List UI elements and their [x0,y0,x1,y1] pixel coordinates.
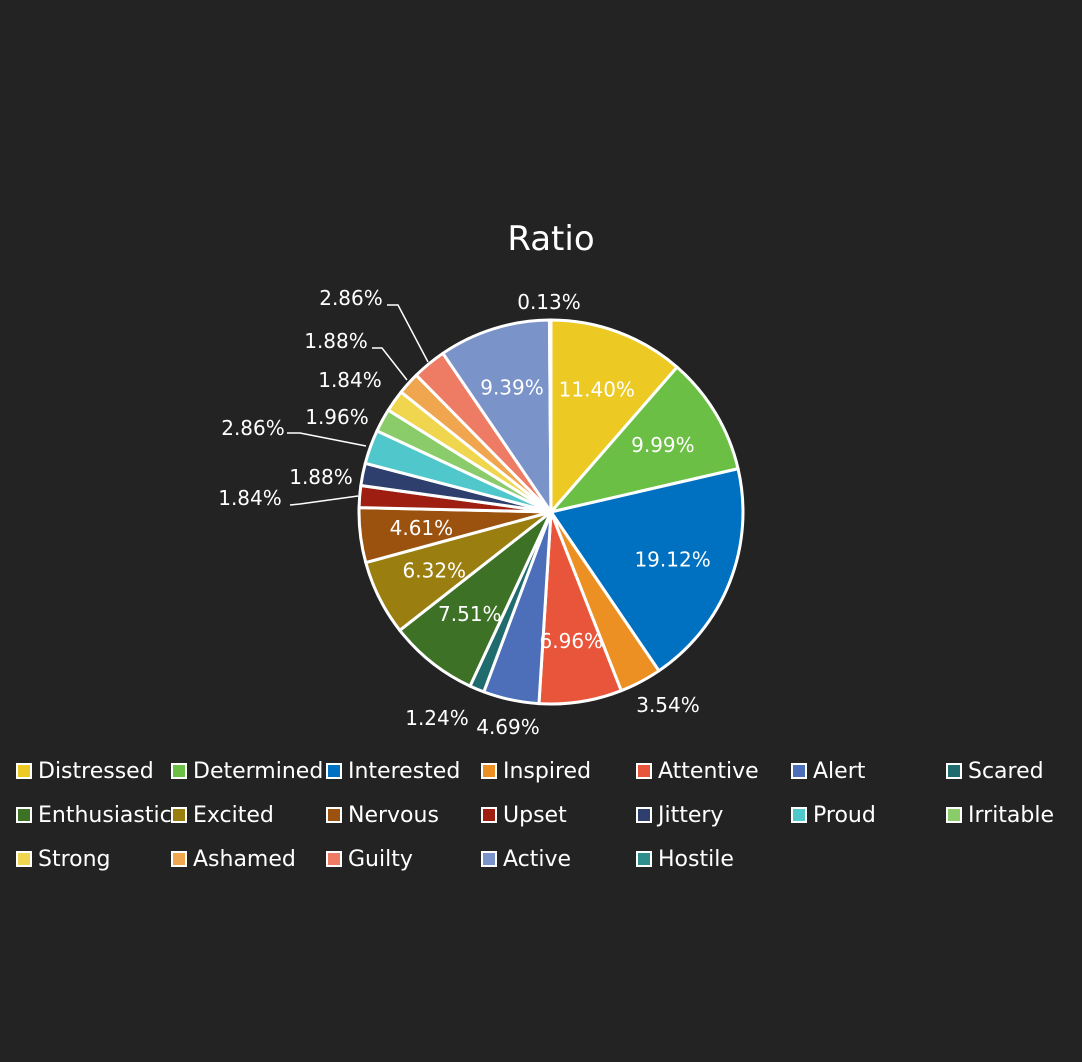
legend-item-determined: Determined [171,758,326,784]
legend-swatch [171,763,187,779]
legend-item-ashamed: Ashamed [171,846,326,872]
legend-label: Ashamed [193,846,296,872]
pie-slices [357,318,745,706]
chart-title: Ratio [507,219,594,259]
legend-label: Excited [193,802,274,828]
data-label-scared: 1.24% [405,706,469,730]
legend-item-jittery: Jittery [636,802,791,828]
data-label-active: 9.39% [480,375,544,399]
legend-swatch [326,851,342,867]
legend-label: Proud [813,802,876,828]
legend-label: Enthusiastic [38,802,172,828]
legend-label: Irritable [968,802,1055,828]
legend-label: Hostile [658,846,734,872]
pie-slice-hostile [547,318,553,514]
legend-item-hostile: Hostile [636,846,791,872]
legend-swatch [946,763,962,779]
legend-swatch [946,807,962,823]
leader-line-proud [287,432,367,447]
legend-label: Nervous [348,802,439,828]
data-label-determined: 9.99% [631,433,695,457]
pie-slice-active [441,318,553,514]
legend-swatch [171,807,187,823]
legend-label: Guilty [348,846,413,872]
data-labels: 11.40% 9.99% 19.12% 3.54% 6.96% 4.69% 1.24% 7.5… [218,286,711,739]
legend-item-attentive: Attentive [636,758,791,784]
data-label-attentive: 6.96% [540,629,604,653]
data-label-distressed: 11.40% [559,378,635,402]
legend-swatch [481,807,497,823]
legend-swatch [481,851,497,867]
legend-label: Attentive [658,758,759,784]
data-label-inspired: 3.54% [636,693,700,717]
data-label-alert: 4.69% [476,715,540,739]
leader-lines [287,304,429,506]
data-label-ashamed: 1.88% [304,329,368,353]
legend-swatch [481,763,497,779]
data-label-interested: 19.12% [634,548,710,572]
legend: Distressed Determined Interested Inspired At… [16,758,1076,872]
legend-item-nervous: Nervous [326,802,481,828]
data-label-upset: 1.84% [218,486,282,510]
legend-label: Distressed [38,758,154,784]
legend-swatch [16,807,32,823]
legend-item-irritable: Irritable [946,802,1082,828]
legend-label: Jittery [658,802,724,828]
legend-swatch [636,807,652,823]
legend-label: Interested [348,758,461,784]
legend-item-distressed: Distressed [16,758,171,784]
legend-swatch [16,851,32,867]
legend-item-enthusiastic: Enthusiastic [16,802,172,828]
legend-swatch [791,763,807,779]
legend-item-alert: Alert [791,758,946,784]
legend-item-interested: Interested [326,758,481,784]
pie-slice-interested [549,467,745,673]
pie-slice-distressed [549,318,679,514]
legend-label: Alert [813,758,866,784]
legend-label: Inspired [503,758,592,784]
leader-line-ashamed [372,347,408,381]
legend-label: Scared [968,758,1044,784]
data-label-strong: 1.84% [318,368,382,392]
legend-swatch [171,851,187,867]
leader-line-guilty [387,304,429,363]
data-label-irritable: 1.96% [305,405,369,429]
legend-item-active: Active [481,846,636,872]
legend-item-excited: Excited [171,802,326,828]
data-label-guilty: 2.86% [319,286,383,310]
legend-item-proud: Proud [791,802,946,828]
data-label-excited: 6.32% [403,559,467,583]
pie-slice-determined [549,365,740,514]
legend-swatch [16,763,32,779]
legend-swatch [791,807,807,823]
legend-item-scared: Scared [946,758,1082,784]
legend-item-upset: Upset [481,802,636,828]
data-label-hostile: 0.13% [517,290,581,314]
pie-chart: Ratio 11.40% 9.99% 19.12% 3.54% 6.96% 4.69% 1.… [218,219,745,739]
legend-label: Determined [193,758,324,784]
legend-swatch [326,807,342,823]
legend-item-strong: Strong [16,846,171,872]
legend-item-inspired: Inspired [481,758,636,784]
legend-label: Upset [503,802,567,828]
leader-line-upset [289,495,359,506]
legend-label: Strong [38,846,111,872]
legend-swatch [636,763,652,779]
data-label-proud: 2.86% [221,416,285,440]
legend-item-guilty: Guilty [326,846,481,872]
legend-swatch [326,763,342,779]
data-label-jittery: 1.88% [289,465,353,489]
legend-label: Active [503,846,572,872]
data-label-enthusiastic: 7.51% [438,602,502,626]
legend-swatch [636,851,652,867]
data-label-nervous: 4.61% [390,516,454,540]
